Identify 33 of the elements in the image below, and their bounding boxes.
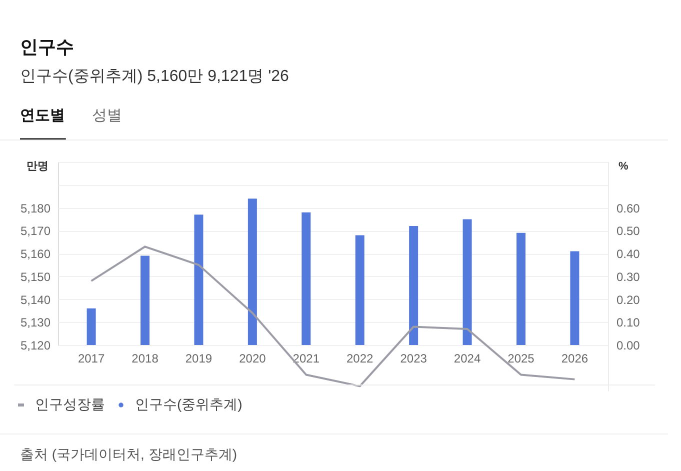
x-tick-label: 2018: [132, 352, 159, 366]
y-tick-label: 5,160: [20, 247, 51, 261]
y-tick-label: 5,150: [20, 270, 51, 284]
x-tick-label: 2017: [78, 352, 105, 366]
y-tick-label: 5,180: [20, 201, 51, 216]
x-tick-label: 2022: [346, 352, 374, 366]
x-tick-label: 2019: [185, 352, 212, 366]
y2-axis-title: %: [618, 160, 628, 172]
y2-tick-label: 0.00: [616, 338, 640, 352]
text: 연도별: [20, 107, 65, 124]
x-tick-label: 2025: [508, 352, 535, 366]
y-tick-label: 5,120: [20, 338, 51, 352]
x-tick-label: 2024: [454, 352, 481, 366]
y-tick-label: 5,140: [20, 292, 51, 307]
x-tick-label: 2026: [561, 352, 588, 366]
chart-subtitle: 인구수(중위추계) 5,160만 9,121명 '26: [20, 68, 290, 85]
x-tick-label: 2023: [400, 352, 428, 366]
x-tick-label: 2020: [239, 352, 266, 366]
y-tick-label: 5,170: [20, 224, 51, 238]
y-axis-title: 만명: [26, 160, 48, 172]
text: 성별: [92, 107, 122, 124]
legend-label: 인구수(중위추계): [135, 396, 242, 412]
y2-tick-label: 0.10: [616, 316, 640, 330]
legend-label: 인구성장률: [35, 396, 105, 412]
y2-tick-label: 0.30: [616, 270, 640, 284]
y2-tick-label: 0.20: [616, 292, 640, 307]
y2-tick-label: 0.40: [616, 247, 640, 261]
y2-tick-label: 0.50: [616, 224, 640, 238]
y2-tick-label: 0.60: [616, 201, 640, 216]
source-note: 출처 (국가데이터처, 장래인구추계): [20, 446, 237, 462]
chart-title: 인구수: [20, 37, 74, 57]
x-tick-label: 2021: [292, 352, 320, 366]
y-tick-label: 5,130: [20, 316, 51, 330]
